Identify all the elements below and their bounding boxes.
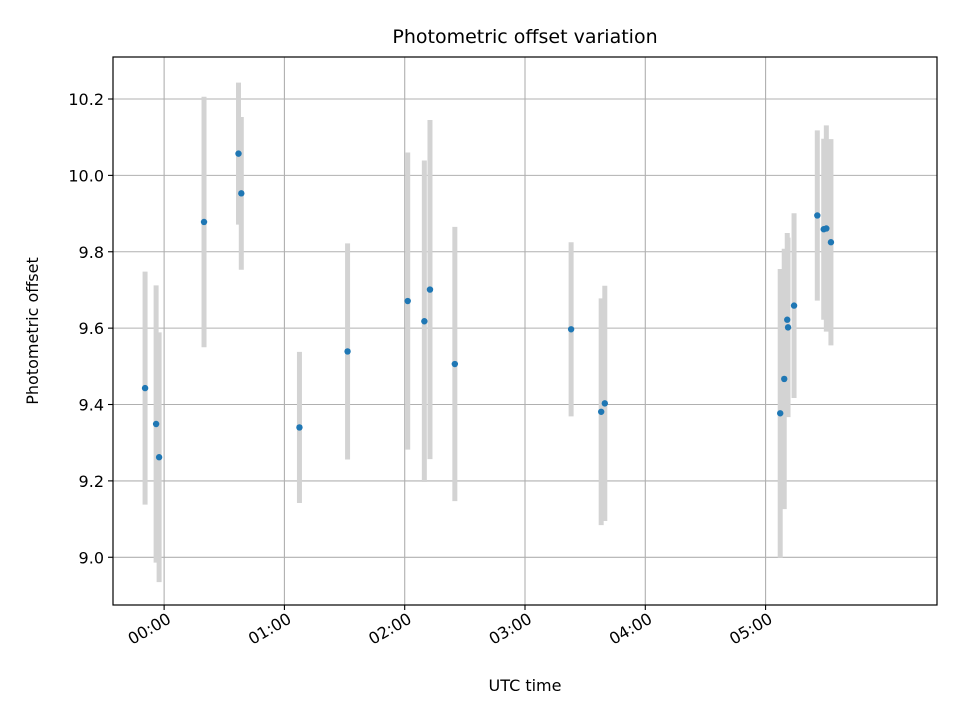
data-points (141, 150, 835, 461)
data-point (141, 384, 149, 392)
data-point (296, 424, 303, 431)
x-tick-label: 03:00 (486, 609, 535, 649)
chart-title: Photometric offset variation (392, 26, 657, 48)
grid-lines (113, 57, 937, 605)
y-tick-label: 9.2 (79, 472, 104, 491)
data-point (784, 316, 791, 323)
data-point (823, 225, 830, 232)
data-point (784, 324, 792, 331)
y-tick-label: 10.0 (68, 166, 104, 185)
data-point (790, 302, 798, 309)
data-point (404, 297, 411, 305)
data-point (235, 150, 242, 157)
y-tick-label: 9.4 (79, 396, 104, 415)
x-axis-title: UTC time (489, 676, 562, 695)
data-point (601, 400, 608, 407)
x-tick-label: 02:00 (365, 609, 414, 649)
data-point (155, 454, 163, 461)
data-point (238, 190, 245, 197)
error-bars (142, 82, 834, 583)
data-point (344, 348, 351, 355)
x-tick-label: 00:00 (125, 609, 174, 649)
y-tick-label: 10.2 (68, 90, 104, 109)
data-point (814, 212, 821, 219)
data-point (451, 360, 459, 368)
data-point (567, 326, 575, 333)
data-point (200, 218, 208, 226)
y-tick-label: 9.0 (79, 548, 104, 567)
y-tick-label: 9.6 (79, 319, 104, 338)
x-tick-label: 01:00 (245, 609, 294, 649)
data-point (777, 410, 784, 417)
data-point (597, 408, 605, 415)
y-tick-label: 9.8 (79, 243, 104, 262)
data-point (781, 375, 788, 383)
data-point (152, 420, 160, 428)
y-axis-title: Photometric offset (23, 257, 42, 405)
x-tick-label: 05:00 (726, 609, 775, 649)
data-point (827, 239, 835, 246)
x-tick-label: 04:00 (606, 609, 655, 649)
data-point (426, 286, 434, 293)
data-point (421, 318, 428, 325)
